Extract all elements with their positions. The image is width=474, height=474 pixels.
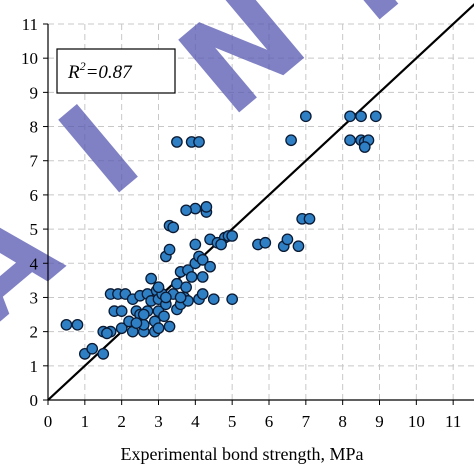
data-point — [189, 238, 202, 251]
data-point — [207, 293, 220, 306]
x-axis-title: Experimental bond strength, MPa — [121, 444, 364, 464]
y-tick-label: 4 — [30, 254, 39, 273]
data-point — [180, 204, 192, 217]
data-point — [115, 322, 128, 335]
data-point — [130, 317, 143, 329]
data-point — [171, 136, 183, 148]
data-point — [152, 322, 165, 335]
data-point — [60, 318, 73, 331]
data-point — [200, 201, 213, 213]
reference-line-y-equals-x — [47, 3, 474, 401]
data-point — [71, 318, 84, 331]
x-tick-label: 6 — [265, 412, 274, 431]
x-tick-label: 3 — [154, 412, 163, 431]
data-point — [158, 310, 170, 323]
data-points — [60, 110, 382, 360]
x-tick-label: 2 — [117, 412, 126, 431]
x-tick-label: 0 — [44, 412, 53, 431]
r2-box — [56, 48, 176, 94]
y-tick-label: 11 — [22, 15, 38, 34]
r2-annotation: R2=0.87 — [56, 48, 176, 94]
y-tick-label: 5 — [30, 220, 39, 239]
y-tick-label: 6 — [30, 186, 39, 205]
data-point — [226, 230, 239, 242]
watermark-letter: N — [152, 0, 333, 144]
r2-prefix: R — [67, 62, 80, 83]
data-point — [180, 281, 192, 294]
data-point — [196, 288, 209, 300]
data-point — [97, 348, 110, 360]
x-tick-label: 7 — [302, 412, 311, 431]
data-point — [163, 320, 176, 333]
data-point — [145, 272, 157, 285]
y-tick-label: 7 — [30, 152, 39, 171]
data-point — [163, 243, 176, 256]
y-tick-label: 1 — [30, 357, 39, 376]
data-point — [344, 110, 356, 123]
data-point — [174, 291, 187, 304]
data-point — [160, 291, 172, 304]
data-point — [101, 327, 113, 340]
data-point — [226, 293, 239, 306]
data-point — [303, 212, 316, 225]
data-point — [355, 110, 367, 123]
data-point — [196, 271, 209, 283]
data-point — [137, 308, 150, 321]
x-tick-label: 11 — [445, 412, 461, 431]
grid-lines — [48, 23, 474, 400]
x-tick-label: 8 — [338, 412, 347, 431]
r2-value: =0.87 — [86, 62, 134, 83]
y-tick-labels: 0 1 2 3 4 5 6 7 8 9 10 11 — [21, 15, 39, 410]
y-tick-label: 8 — [30, 118, 39, 137]
x-tick-label: 5 — [228, 412, 237, 431]
data-point — [369, 110, 382, 123]
data-point — [358, 141, 371, 153]
r2-label: R2=0.87 — [67, 59, 133, 83]
y-tick-label: 10 — [21, 49, 38, 68]
y-tick-label: 9 — [30, 83, 39, 102]
data-point — [215, 238, 227, 251]
y-tick-label: 2 — [30, 323, 39, 342]
y-tick-label: 0 — [30, 391, 39, 410]
y-tick-label: 3 — [30, 288, 39, 307]
r2-superscript: 2 — [80, 59, 86, 73]
data-point — [292, 240, 305, 253]
data-point — [86, 342, 99, 355]
data-point — [193, 136, 205, 148]
data-point — [204, 260, 216, 273]
watermark-letter: I — [32, 76, 167, 224]
data-point — [185, 271, 198, 283]
data-point — [285, 134, 297, 147]
data-point — [259, 236, 272, 249]
x-tick-label: 10 — [408, 412, 425, 431]
data-point — [299, 110, 312, 123]
data-point — [167, 221, 180, 234]
axes — [43, 23, 474, 405]
x-tick-label: 4 — [191, 412, 200, 431]
data-point — [152, 281, 165, 294]
data-point — [281, 233, 294, 246]
x-tick-label: 9 — [375, 412, 384, 431]
x-tick-labels: 0 1 2 3 4 5 6 7 8 9 10 11 — [44, 412, 462, 431]
data-point — [344, 134, 356, 147]
data-point — [196, 254, 209, 266]
data-point — [115, 305, 128, 317]
x-tick-label: 1 — [81, 412, 90, 431]
